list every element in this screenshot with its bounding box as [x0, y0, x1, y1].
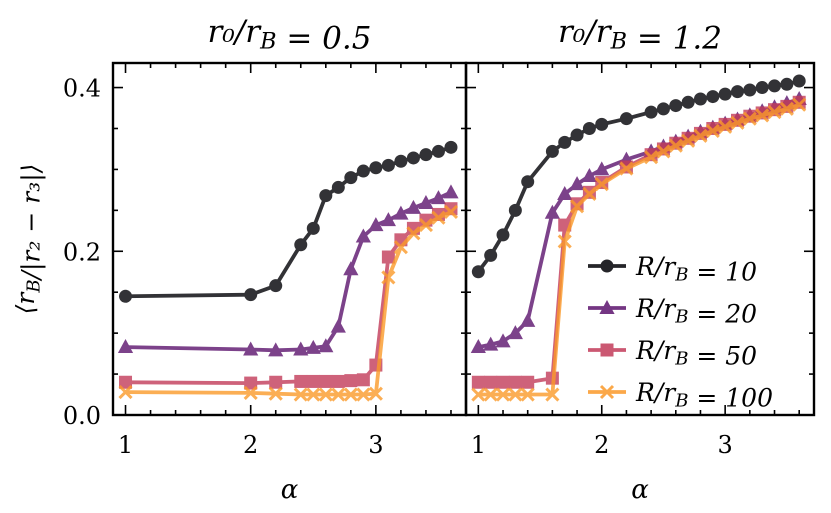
data-point [509, 204, 522, 217]
legend-label: R/rB = 20 [635, 294, 757, 328]
data-point [793, 75, 806, 88]
data-point [768, 79, 781, 92]
data-point [657, 102, 670, 115]
data-point [682, 96, 695, 109]
legend-entry [588, 260, 626, 273]
data-point [472, 376, 485, 389]
data-point [694, 93, 707, 106]
data-point [331, 319, 346, 333]
data-point [294, 375, 307, 388]
data-point [432, 145, 445, 158]
legend: R/rB = 10 R/rB = 20 R/rB = 50 R/rB = 100 [588, 252, 773, 412]
x-tick-label: 3 [368, 431, 383, 459]
plot-frame [113, 63, 466, 415]
data-point [484, 249, 497, 262]
data-point [706, 90, 719, 103]
series-0 [119, 141, 457, 303]
data-point [382, 159, 395, 172]
data-point [472, 265, 485, 278]
data-point [521, 376, 534, 389]
series-line-0 [126, 147, 452, 296]
data-point [443, 184, 458, 198]
data-point [319, 189, 332, 202]
panel-title: r₀/rB = 1.2 [558, 14, 722, 57]
legend-entry [588, 386, 626, 398]
data-point [407, 151, 420, 164]
data-point [307, 222, 320, 235]
data-point [357, 165, 370, 178]
legend-label: R/rB = 100 [635, 378, 773, 412]
data-point [357, 373, 370, 386]
data-point [332, 181, 345, 194]
legend-label: R/rB = 10 [635, 252, 757, 286]
x-axis-label: α [631, 475, 649, 505]
y-tick-label: 0.0 [63, 402, 101, 430]
x-tick-label: 1 [471, 431, 486, 459]
series-0 [472, 75, 806, 279]
data-point [583, 122, 596, 135]
data-point [520, 313, 535, 327]
legend-entry [588, 344, 626, 357]
data-point [307, 375, 320, 388]
data-point [743, 84, 756, 97]
legend-label: R/rB = 50 [635, 336, 757, 370]
data-point [521, 175, 534, 188]
data-point [645, 106, 658, 119]
data-point [780, 78, 793, 91]
data-point [269, 376, 282, 389]
data-point [719, 88, 732, 101]
data-point [343, 261, 358, 275]
left-panel: 1 2 3 0.0 0.2 0.4 r₀/rB = 0.5 α ⟨rB/|r₂ − r₃|⟩ [11, 14, 466, 505]
data-point [319, 375, 332, 388]
data-point [369, 161, 382, 174]
data-point [419, 148, 432, 161]
data-point [495, 333, 510, 347]
y-tick-label: 0.2 [63, 238, 101, 266]
figure: 1 2 3 0.0 0.2 0.4 r₀/rB = 0.5 α ⟨rB/|r₂ − r₃|⟩ 1… [0, 0, 831, 513]
data-point [497, 228, 510, 241]
x-tick-label: 2 [243, 431, 258, 459]
data-point [731, 85, 744, 98]
data-point [269, 279, 282, 292]
data-point [558, 136, 571, 149]
data-point [669, 99, 682, 112]
x-tick-label: 1 [118, 431, 133, 459]
data-point [444, 141, 457, 154]
series-1 [118, 184, 459, 356]
data-point [332, 375, 345, 388]
data-point [509, 376, 522, 389]
data-point [571, 129, 584, 142]
data-point [756, 81, 769, 94]
data-point [119, 290, 132, 303]
legend-entry [588, 300, 626, 314]
y-axis-label: ⟨rB/|r₂ − r₃|⟩ [11, 164, 46, 315]
panel-title: r₀/rB = 0.5 [208, 14, 372, 57]
data-point [244, 288, 257, 301]
x-axis-label: α [281, 475, 299, 505]
x-tick-label: 3 [718, 431, 733, 459]
data-point [344, 171, 357, 184]
data-point [484, 376, 497, 389]
legend-marker [601, 344, 614, 357]
data-point [546, 145, 559, 158]
data-point [497, 376, 510, 389]
data-point [294, 238, 307, 251]
y-tick-label: 0.4 [63, 75, 101, 103]
data-point [620, 112, 633, 125]
data-point [394, 155, 407, 168]
data-point [569, 176, 584, 190]
legend-marker [601, 260, 614, 273]
data-point [344, 374, 357, 387]
x-tick-label: 2 [594, 431, 609, 459]
data-point [595, 118, 608, 131]
